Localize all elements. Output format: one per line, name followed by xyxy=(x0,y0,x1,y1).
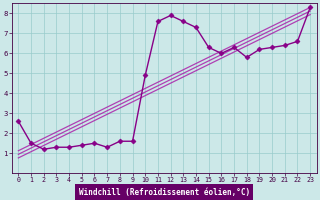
X-axis label: Windchill (Refroidissement éolien,°C): Windchill (Refroidissement éolien,°C) xyxy=(79,188,250,197)
